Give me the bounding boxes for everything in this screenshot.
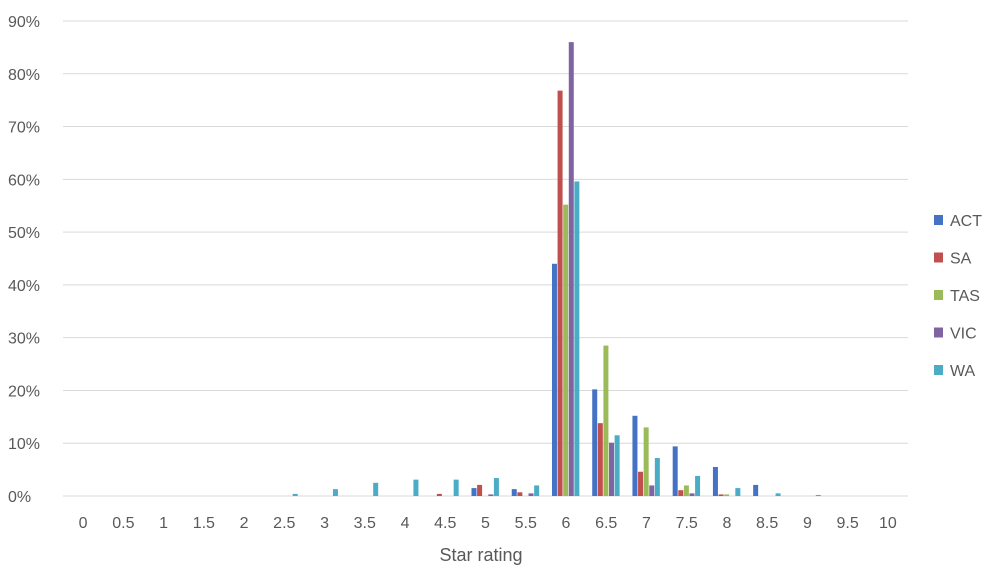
x-tick-label: 4: [401, 515, 410, 532]
legend-label-wa: WA: [950, 363, 976, 380]
bar-tas: [643, 427, 649, 496]
bar-wa: [775, 493, 781, 496]
bar-tas: [724, 494, 730, 496]
y-tick-label: 0%: [8, 489, 31, 506]
x-axis-title: Star rating: [439, 545, 522, 565]
x-axis-ticks: 0 0.5 1 1.5 2 2.5 3 3.5 4 4.5 5 5.5 6 6.5 7 7.5 8 8.5 9 9.5…: [79, 515, 897, 532]
y-tick-label: 10%: [8, 436, 40, 453]
bar-wa: [292, 493, 298, 496]
x-tick-label: 0: [79, 515, 88, 532]
bar-wa: [534, 485, 540, 496]
bar-sa: [477, 484, 483, 496]
y-tick-label: 40%: [8, 278, 40, 295]
bar-wa: [614, 435, 620, 496]
bar-sa: [557, 90, 563, 497]
legend-label-tas: TAS: [950, 288, 980, 305]
bars: [292, 42, 821, 497]
x-tick-label: 3.5: [354, 515, 376, 532]
bar-sa: [517, 492, 523, 496]
bar-act: [672, 446, 678, 496]
x-tick-label: 2.5: [273, 515, 295, 532]
bar-vic: [609, 442, 615, 496]
legend: ACT SA TAS VIC WA: [934, 213, 982, 380]
x-tick-label: 6: [562, 515, 571, 532]
bar-act: [551, 263, 557, 496]
x-tick-label: 3: [320, 515, 329, 532]
legend-swatch-wa: [934, 365, 943, 375]
x-tick-label: 7: [642, 515, 651, 532]
bar-vic: [488, 494, 494, 496]
legend-label-act: ACT: [950, 213, 982, 230]
legend-swatch-vic: [934, 327, 943, 338]
x-tick-label: 10: [879, 515, 897, 532]
y-tick-label: 90%: [8, 14, 40, 31]
bar-sa: [638, 471, 644, 496]
bar-wa: [373, 482, 379, 496]
x-tick-label: 0.5: [112, 515, 134, 532]
bar-tas: [683, 485, 689, 496]
x-tick-label: 7.5: [676, 515, 698, 532]
x-tick-label: 9.5: [837, 515, 859, 532]
bar-wa: [654, 458, 660, 496]
bar-act: [471, 488, 477, 496]
bar-vic: [689, 493, 695, 496]
bar-sa: [436, 493, 442, 496]
bar-wa: [413, 479, 419, 496]
bar-wa: [815, 494, 821, 496]
x-tick-label: 4.5: [434, 515, 456, 532]
legend-label-sa: SA: [950, 251, 972, 268]
bar-act: [511, 489, 517, 496]
bar-tas: [603, 345, 609, 496]
y-tick-label: 70%: [8, 120, 40, 137]
legend-swatch-act: [934, 215, 943, 225]
x-tick-label: 6.5: [595, 515, 617, 532]
x-tick-label: 2: [240, 515, 249, 532]
bar-sa: [597, 423, 603, 496]
bar-vic: [528, 493, 534, 496]
y-tick-label: 60%: [8, 172, 40, 189]
x-tick-label: 8.5: [756, 515, 778, 532]
bar-wa: [735, 488, 741, 496]
bar-wa: [493, 478, 499, 496]
x-tick-label: 9: [803, 515, 812, 532]
y-tick-label: 30%: [8, 331, 40, 348]
y-tick-label: 20%: [8, 383, 40, 400]
bar-sa: [718, 494, 724, 496]
x-tick-label: 1.5: [193, 515, 215, 532]
legend-swatch-tas: [934, 290, 943, 300]
y-tick-label: 80%: [8, 67, 40, 84]
legend-swatch-sa: [934, 252, 943, 263]
bar-sa: [678, 490, 684, 496]
bar-vic: [649, 485, 655, 496]
bar-vic: [568, 42, 574, 496]
legend-label-vic: VIC: [950, 326, 977, 343]
bar-act: [753, 484, 759, 496]
gridlines: [63, 20, 908, 497]
bar-wa: [695, 475, 701, 496]
bar-wa: [332, 489, 338, 496]
bar-act: [712, 466, 718, 496]
bar-tas: [563, 204, 569, 496]
bar-wa: [453, 479, 459, 496]
bar-act: [592, 389, 598, 496]
x-tick-label: 5: [481, 515, 490, 532]
x-tick-label: 8: [722, 515, 731, 532]
bar-act: [632, 415, 638, 496]
y-tick-label: 50%: [8, 225, 40, 242]
y-axis-ticks: 0% 10% 20% 30% 40% 50% 60% 70% 80% 90%: [8, 14, 40, 506]
bar-wa: [574, 181, 580, 496]
x-tick-label: 5.5: [515, 515, 537, 532]
x-tick-label: 1: [159, 515, 168, 532]
